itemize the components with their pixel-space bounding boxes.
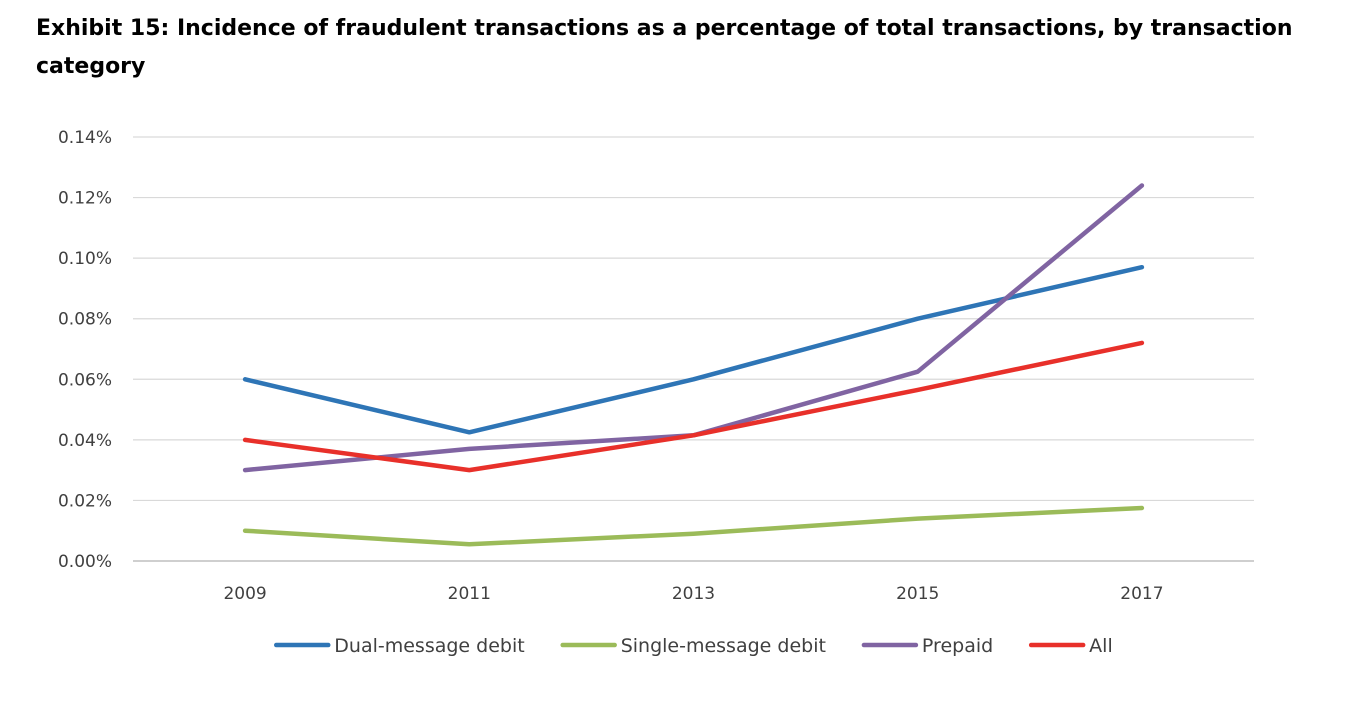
x-axis-tick-labels: 2009 2011 2013 2015 2017 bbox=[223, 584, 1163, 604]
legend-item: Single-message debit bbox=[560, 635, 826, 657]
legend-label: All bbox=[1089, 635, 1113, 657]
y-tick-label: 0.02% bbox=[58, 491, 112, 511]
y-tick-label: 0.04% bbox=[58, 431, 112, 451]
legend-item: All bbox=[1028, 635, 1113, 657]
y-axis-tick-labels: 0.00% 0.02% 0.04% 0.06% 0.08% 0.10% 0.12% 0.14% bbox=[58, 128, 112, 572]
series-line-prepaid bbox=[242, 183, 1145, 473]
legend-label: Prepaid bbox=[922, 635, 993, 657]
legend-item: Dual-message debit bbox=[274, 635, 525, 657]
legend-label: Single-message debit bbox=[621, 635, 826, 657]
y-tick-label: 0.08% bbox=[58, 310, 112, 330]
y-tick-label: 0.00% bbox=[58, 552, 112, 572]
legend: Dual-message debit Single-message debit Pr… bbox=[274, 635, 1113, 657]
y-tick-label: 0.14% bbox=[58, 128, 112, 148]
legend-label: Dual-message debit bbox=[334, 635, 524, 657]
x-tick-label: 2015 bbox=[896, 584, 939, 604]
series-lines bbox=[242, 183, 1145, 547]
y-tick-label: 0.10% bbox=[58, 249, 112, 269]
y-tick-label: 0.12% bbox=[58, 189, 112, 209]
series-line-all bbox=[242, 340, 1145, 473]
x-tick-label: 2011 bbox=[448, 584, 491, 604]
series-line-single-message-debit bbox=[242, 505, 1145, 547]
y-tick-label: 0.06% bbox=[58, 370, 112, 390]
chart-title: Exhibit 15: Incidence of fraudulent tran… bbox=[36, 16, 1293, 79]
x-tick-label: 2017 bbox=[1120, 584, 1163, 604]
x-tick-label: 2009 bbox=[223, 584, 266, 604]
legend-item: Prepaid bbox=[861, 635, 993, 657]
series-line-dual-message-debit bbox=[242, 264, 1145, 435]
x-tick-label: 2013 bbox=[672, 584, 715, 604]
